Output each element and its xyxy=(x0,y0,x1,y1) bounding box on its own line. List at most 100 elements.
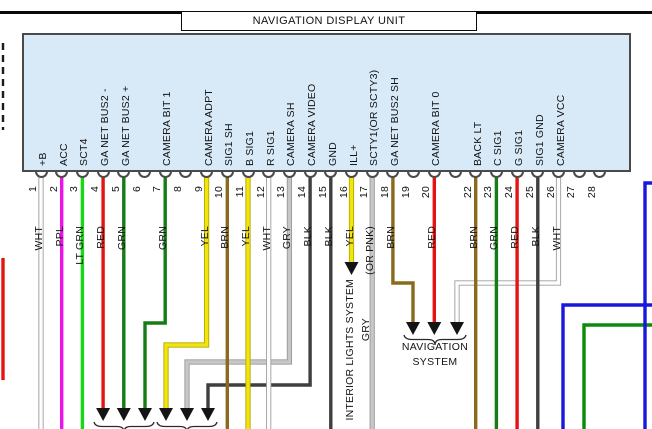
pin-number: 13 xyxy=(275,186,288,199)
pin-number: 16 xyxy=(337,186,350,199)
down-arrow-icon xyxy=(344,262,359,275)
pin-stub xyxy=(241,171,255,178)
wire-color-label: RED xyxy=(426,226,439,249)
pin-stub xyxy=(552,171,565,178)
pin-signal-label: BACK LT xyxy=(471,121,484,166)
pin-number: 14 xyxy=(296,186,309,199)
pin-signal-label: SCTY1(OR SCTY3) xyxy=(368,69,381,166)
wire-color-label: RED xyxy=(509,226,522,249)
wire-pin-7 xyxy=(143,177,167,408)
pin-number: 28 xyxy=(585,186,598,199)
wire-outline xyxy=(454,177,562,322)
pin-signal-label: G SIG1 xyxy=(513,129,526,166)
wire-pin-9 xyxy=(164,177,209,408)
wire-color-label: YEL xyxy=(240,226,252,247)
wire-pin-26 xyxy=(455,177,561,322)
pin-stub xyxy=(282,171,296,178)
wire-color-label: GRN xyxy=(488,226,501,250)
pin-number: 23 xyxy=(482,186,495,199)
pin-number: 9 xyxy=(192,186,205,193)
pin-stub xyxy=(200,171,214,178)
pin-stub xyxy=(407,171,421,178)
wire-color-label: BRN xyxy=(384,226,397,249)
pin-stub xyxy=(489,171,503,178)
pin-number: 24 xyxy=(503,186,516,199)
down-arrow-icon xyxy=(96,408,111,421)
down-arrow-icon xyxy=(138,408,152,421)
pin-number: 25 xyxy=(523,186,536,199)
pin-stub xyxy=(448,171,462,178)
pin-number: 12 xyxy=(254,186,267,199)
pin-stub xyxy=(158,171,172,178)
wire-color-label: BLK xyxy=(529,226,542,247)
wire-color-label: RED xyxy=(95,226,108,249)
pin-number: 17 xyxy=(358,186,371,199)
pin-number: 26 xyxy=(544,186,557,199)
pin-number: 10 xyxy=(213,186,226,199)
pin-signal-label: ILL+ xyxy=(347,144,360,166)
offpage-wire-blue-lower xyxy=(561,303,652,429)
pin-number: 18 xyxy=(378,186,391,199)
wire-pin-13 xyxy=(185,177,292,408)
pin-number: 6 xyxy=(130,186,143,193)
pin-signal-label: SIG1 SH xyxy=(223,123,236,166)
wire-color-label: PPL xyxy=(53,226,66,247)
pin-stub xyxy=(365,171,379,178)
pin-signal-label: R SIG1 xyxy=(264,130,277,166)
wire-color-label: GRN xyxy=(157,226,170,250)
wire-color-label: GRY xyxy=(360,318,373,342)
unit-title-box: NAVIGATION DISPLAY UNIT xyxy=(181,11,477,31)
offpage-wire-blue-upper xyxy=(643,181,652,429)
connector-box xyxy=(22,33,631,172)
down-arrow-icon xyxy=(180,408,194,421)
pin-stub xyxy=(345,171,358,178)
down-arrow-icon xyxy=(201,408,215,421)
navigation-system-label: NAVIGATION SYSTEM xyxy=(374,340,496,370)
wire-color-label: BLK xyxy=(322,226,335,247)
pin-number: 27 xyxy=(565,186,578,199)
wire-outline xyxy=(184,177,292,408)
pin-stub xyxy=(572,171,586,178)
pin-number: 8 xyxy=(171,186,184,193)
pin-number: 22 xyxy=(461,186,474,199)
pin-stub xyxy=(427,171,441,178)
down-arrow-icon xyxy=(159,408,173,421)
pin-signal-label: GND xyxy=(326,142,339,166)
pin-signal-label: CAMERA VCC xyxy=(554,94,567,166)
pin-signal-label: GA NET BUS2 + xyxy=(119,85,132,166)
pin-signal-label: ACC xyxy=(57,143,70,166)
pin-signal-label: C SIG1 xyxy=(492,130,505,166)
pin-signal-label: SCT4 xyxy=(78,138,91,166)
down-arrow-icon xyxy=(450,322,464,335)
pin-stub xyxy=(75,171,89,178)
pin-number: 1 xyxy=(27,186,39,193)
wire-color-label: BRN xyxy=(219,226,232,249)
pin-number: 4 xyxy=(89,186,102,193)
pin-signal-label: GA NET BUS2 SH xyxy=(388,77,401,166)
wire-color-label: BLK xyxy=(302,226,315,247)
pin-number: 19 xyxy=(399,186,412,199)
pin-number: 2 xyxy=(47,186,60,193)
pin-stub xyxy=(303,171,317,178)
pin-signal-label: B SIG1 xyxy=(244,130,256,166)
pin-number: 15 xyxy=(316,186,329,199)
wire-color-label-alt: (OR PNK) xyxy=(364,226,377,275)
pin-signal-label: CAMERA ADPT xyxy=(202,89,215,166)
pin-number: 7 xyxy=(151,186,164,193)
wire-color-label: WHT xyxy=(33,226,45,251)
wire-pin-14 xyxy=(206,177,312,408)
wire-color-label: WHT xyxy=(260,226,273,251)
down-arrow-icon xyxy=(406,322,420,335)
wire-pin-18 xyxy=(391,177,415,322)
pin-signal-label: CAMERA SH xyxy=(285,102,298,166)
down-arrow-icon xyxy=(116,408,131,421)
wire-color-label: BRN xyxy=(467,226,480,249)
pin-signal-label: CAMERA BIT 0 xyxy=(430,91,443,166)
pin-signal-label: CAMERA VIDEO xyxy=(306,83,319,166)
pin-stub xyxy=(220,171,234,178)
pin-stub xyxy=(510,171,524,178)
navigation-system-line1: NAVIGATION xyxy=(401,341,469,353)
unit-title: NAVIGATION DISPLAY UNIT xyxy=(252,15,406,27)
